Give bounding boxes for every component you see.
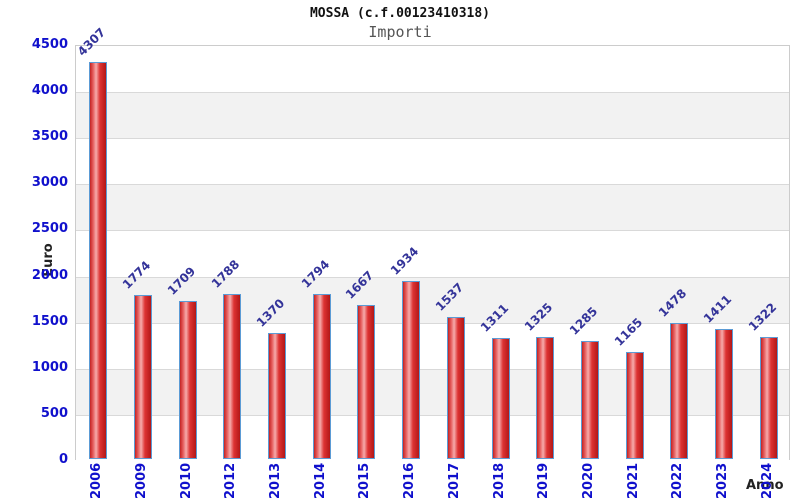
gridline — [76, 92, 789, 94]
x-axis-tick-label: 2018 — [491, 462, 507, 499]
plot-area: 4307 1774 1709 1788 1370 1794 1667 1934 1537 1311… — [75, 25, 790, 461]
y-axis-tick-label: 1500 — [31, 313, 68, 329]
bar — [178, 301, 197, 459]
y-axis-tick-label: 1000 — [31, 359, 68, 375]
y-axis-tick-label: 500 — [40, 405, 68, 421]
bar — [580, 340, 599, 459]
gridline — [76, 414, 789, 416]
x-axis-tick-label: 2013 — [268, 462, 284, 499]
gridline — [76, 276, 789, 278]
bar — [536, 336, 555, 459]
plot-band — [76, 184, 789, 231]
x-axis-tick-label: 2022 — [670, 462, 686, 499]
x-axis-tick-label: 2009 — [134, 462, 150, 499]
y-axis-tick-label: 2000 — [31, 267, 68, 283]
bar — [312, 293, 331, 459]
x-axis-tick-label: 2015 — [357, 462, 373, 499]
plot-band — [76, 46, 789, 93]
y-axis-tick-label: 2500 — [31, 221, 68, 237]
bar — [446, 317, 465, 459]
chart-subtitle: Importi — [368, 23, 432, 41]
x-axis-tick-label: 2010 — [178, 462, 194, 499]
x-axis-tick-label: 2019 — [536, 462, 552, 499]
x-axis-tick-label: 2020 — [580, 462, 596, 499]
x-axis-title: Anno — [746, 478, 784, 493]
bar — [670, 322, 689, 459]
x-axis-tick-label: 2006 — [89, 462, 105, 499]
bar — [402, 280, 421, 459]
plot-band — [76, 138, 789, 185]
bar — [714, 328, 733, 459]
x-axis-tick-label: 2017 — [446, 462, 462, 499]
chart-title: MOSSA (c.f.00123410318) — [309, 6, 490, 21]
x-axis-tick-label: 2021 — [625, 462, 641, 499]
y-axis-tick-label: 4500 — [31, 37, 68, 52]
y-axis-tick-label: 3000 — [31, 175, 68, 191]
x-axis-tick-label: 2024 — [759, 462, 775, 499]
plot-band — [76, 92, 789, 139]
gridline — [76, 322, 789, 324]
gridline — [76, 230, 789, 232]
x-axis-tick-label: 2016 — [402, 462, 418, 499]
bar — [357, 305, 376, 459]
bar — [491, 338, 510, 459]
bar — [625, 351, 644, 459]
y-axis-tick-label: 3500 — [31, 129, 68, 145]
bar — [134, 295, 153, 459]
gridline — [76, 184, 789, 186]
bar — [223, 294, 242, 459]
bar — [268, 332, 287, 459]
gridline — [76, 138, 789, 140]
bar — [89, 61, 108, 459]
y-axis-tick-label: 0 — [58, 452, 68, 467]
x-axis-tick-label: 2014 — [312, 462, 328, 499]
gridline — [76, 368, 789, 370]
x-axis-tick-label: 2023 — [714, 462, 730, 499]
y-axis-tick-label: 4000 — [31, 83, 68, 99]
plot-band — [76, 230, 789, 277]
bar — [759, 337, 778, 459]
x-axis-tick-label: 2012 — [223, 462, 239, 499]
